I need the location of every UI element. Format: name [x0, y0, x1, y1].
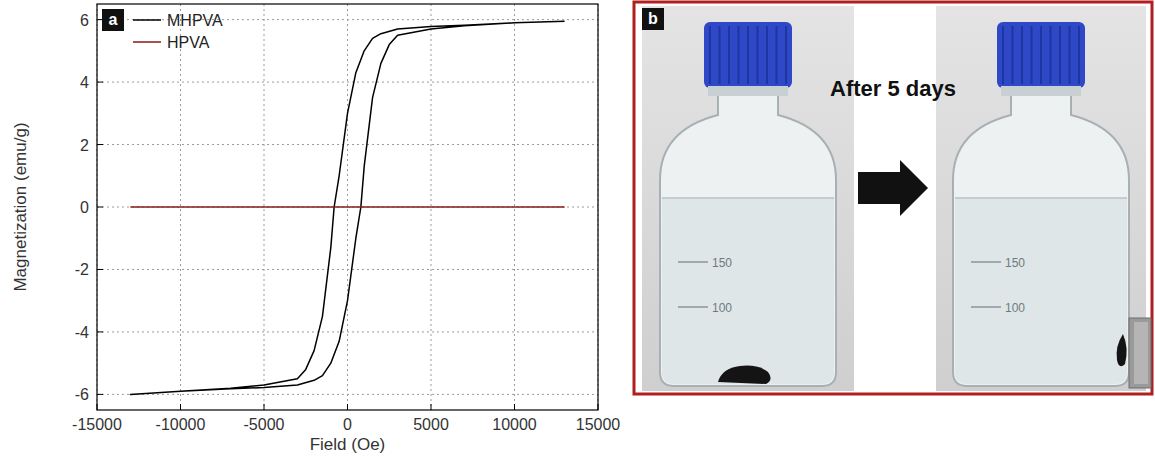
x-tick-label: -10000 — [156, 416, 206, 433]
x-tick-label: 15000 — [576, 416, 621, 433]
graduation-label: 100 — [1005, 301, 1025, 315]
y-grid-line — [97, 144, 598, 145]
x-tick-label: 0 — [343, 416, 352, 433]
cap-ridge — [785, 26, 787, 84]
x-tick-label: -15000 — [72, 416, 122, 433]
figure: -15000 -10000 -5000 0 5000 10000 15000 -6 -4 -2 0 2… — [0, 0, 1155, 458]
panel-label: b — [648, 10, 658, 27]
y-grid-line — [97, 82, 598, 83]
liquid-surface — [955, 197, 1127, 199]
photo-background — [936, 6, 1146, 391]
x-tick-label: -5000 — [244, 416, 285, 433]
cap-ridge — [1012, 26, 1014, 84]
x-tick — [347, 404, 348, 410]
y-tick-label: 2 — [80, 137, 89, 154]
cap-ridge — [1002, 26, 1004, 84]
photo-frame — [634, 2, 1152, 394]
legend-label: HPVA — [167, 34, 210, 51]
panel-label-box — [102, 9, 124, 31]
legend-swatch — [133, 19, 161, 21]
x-axis-title: Field (Oe) — [310, 435, 386, 454]
x-tick — [180, 404, 181, 410]
cap-ridge — [728, 26, 730, 84]
cap-ridge — [1069, 26, 1071, 84]
cap-ridge — [1078, 26, 1080, 84]
legend-label: MHPVA — [167, 12, 223, 29]
panel-label: a — [109, 11, 118, 28]
cap-ridge — [1031, 26, 1033, 84]
y-tick-label: -2 — [75, 261, 89, 278]
cap-ridge — [1040, 26, 1042, 84]
arrow — [858, 160, 928, 216]
y-tick — [97, 144, 103, 145]
cap-ridge — [766, 26, 768, 84]
cap-ridge — [757, 26, 759, 84]
bottle-body — [660, 95, 836, 386]
liquid — [955, 198, 1127, 384]
cap-ridge — [719, 26, 721, 84]
y-tick — [97, 269, 103, 270]
x-tick — [514, 404, 515, 410]
y-tick-label: -6 — [75, 386, 89, 403]
y-tick — [97, 331, 103, 332]
bottle-cap — [704, 22, 792, 88]
photo-background — [642, 6, 854, 391]
sample — [718, 366, 771, 384]
graduation-label: 150 — [1005, 256, 1025, 270]
sample — [1117, 334, 1127, 366]
caption: After 5 days — [830, 76, 956, 101]
graduation-mark — [971, 261, 1001, 263]
plot-frame — [97, 4, 598, 410]
graduation-label: 100 — [712, 301, 732, 315]
graduation-mark — [678, 261, 708, 263]
cap-ridge — [1059, 26, 1061, 84]
series-line — [130, 21, 564, 394]
plot-data — [130, 21, 564, 394]
y-grid-line — [97, 207, 598, 208]
cap-ridge — [1050, 26, 1052, 84]
y-tick — [97, 82, 103, 83]
y-axis-title: Magnetization (emu/g) — [11, 122, 30, 291]
y-tick-label: -4 — [75, 324, 89, 341]
graduation-label: 150 — [712, 256, 732, 270]
y-tick — [97, 394, 103, 395]
x-tick-label: 10000 — [492, 416, 537, 433]
magnet — [1129, 318, 1151, 388]
cap-ridge — [738, 26, 740, 84]
x-tick-label: 5000 — [413, 416, 449, 433]
y-grid-line — [97, 331, 598, 332]
bottle-body — [953, 95, 1129, 386]
y-grid-line — [97, 269, 598, 270]
y-tick-label: 4 — [80, 74, 89, 91]
photo-panel: 150 100 150 100 b After 5 days — [634, 2, 1152, 394]
liquid-surface — [662, 197, 834, 199]
grid — [97, 4, 598, 410]
series-line — [130, 206, 564, 208]
y-tick-label: 0 — [80, 199, 89, 216]
y-tick — [97, 207, 103, 208]
graduation-mark — [678, 306, 708, 308]
cap-ridge — [776, 26, 778, 84]
y-tick-label: 6 — [80, 12, 89, 29]
cap-ridge — [1021, 26, 1023, 84]
bottle-cap — [997, 22, 1085, 88]
graduation-mark — [971, 306, 1001, 308]
bottle-neck — [708, 86, 788, 96]
bottle-neck — [1001, 86, 1081, 96]
x-tick — [264, 404, 265, 410]
cap-ridge — [709, 26, 711, 84]
x-tick — [431, 404, 432, 410]
panel-label-box — [642, 8, 664, 30]
cap-ridge — [747, 26, 749, 84]
legend-swatch — [133, 41, 161, 43]
magnet-face — [1134, 322, 1148, 384]
y-grid-line — [97, 394, 598, 395]
liquid — [662, 198, 834, 384]
